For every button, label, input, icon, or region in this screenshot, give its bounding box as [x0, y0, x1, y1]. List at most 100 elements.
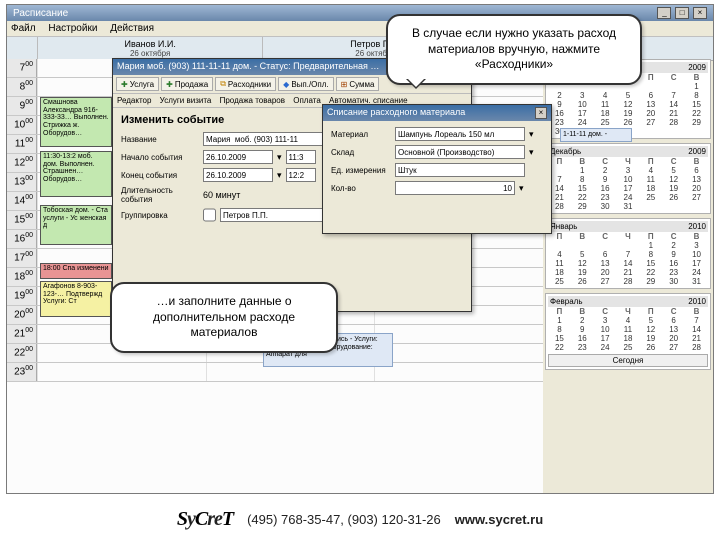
calendar-day[interactable]: 10 [685, 250, 708, 259]
schedule-cell[interactable] [37, 363, 206, 381]
appointment[interactable]: Смашнова Александра 916-333-33… Выполнен… [40, 97, 112, 147]
calendar-icon[interactable]: ▾ [277, 170, 282, 181]
calendar-day[interactable]: 2 [548, 91, 571, 100]
calendar-day[interactable]: 5 [662, 166, 685, 175]
calendar-day[interactable]: 3 [594, 316, 617, 325]
calendar-day[interactable]: 30 [662, 277, 685, 286]
calendar-day[interactable]: 17 [685, 259, 708, 268]
tb-summa[interactable]: ⊞Сумма [336, 77, 380, 91]
group-checkbox[interactable] [203, 208, 216, 222]
calendar-day[interactable]: 1 [639, 241, 662, 250]
calendar-day[interactable]: 31 [685, 277, 708, 286]
calendar-day[interactable]: 25 [617, 343, 640, 352]
calendar-day[interactable]: 10 [571, 100, 594, 109]
calendar-day[interactable]: 14 [685, 325, 708, 334]
dropdown-icon[interactable]: ▾ [529, 147, 534, 158]
calendar-day[interactable]: 28 [685, 343, 708, 352]
calendar-day[interactable]: 10 [617, 175, 640, 184]
calendar-day[interactable]: 15 [571, 184, 594, 193]
calendar-day[interactable]: 25 [594, 118, 617, 127]
calendar-day[interactable]: 3 [571, 91, 594, 100]
calendar-day[interactable]: 7 [617, 250, 640, 259]
appointment[interactable]: 11:30-13:2 моб. дом. Выполнен. Страшнен…… [40, 151, 112, 197]
calendar-day[interactable]: 26 [639, 343, 662, 352]
calendar-day[interactable]: 27 [639, 118, 662, 127]
schedule-cell[interactable] [374, 344, 543, 362]
calendar-day[interactable]: 12 [617, 100, 640, 109]
menu-settings[interactable]: Настройки [48, 23, 97, 34]
calendar-day[interactable]: 24 [571, 118, 594, 127]
calendar-day[interactable]: 12 [639, 325, 662, 334]
calendar-day[interactable]: 24 [594, 343, 617, 352]
appointment[interactable]: 18:00 Спа изменени [40, 263, 112, 279]
calendar-day[interactable]: 8 [571, 175, 594, 184]
calendar-day[interactable]: 14 [662, 100, 685, 109]
calendar-day[interactable]: 26 [617, 118, 640, 127]
calendar-day[interactable]: 2 [571, 316, 594, 325]
calendar-day[interactable]: 20 [639, 109, 662, 118]
calendar-day[interactable]: 16 [571, 334, 594, 343]
calendar-day[interactable]: 27 [662, 343, 685, 352]
calendar-day[interactable]: 24 [617, 193, 640, 202]
calendar-day[interactable]: 22 [571, 193, 594, 202]
end-date-input[interactable] [203, 168, 273, 182]
tab-uslugi[interactable]: Услуги визита [160, 96, 212, 105]
calendar-day[interactable]: 28 [617, 277, 640, 286]
calendar-day[interactable]: 12 [662, 175, 685, 184]
calendar-day[interactable]: 11 [548, 259, 571, 268]
calendar-day[interactable]: 11 [639, 175, 662, 184]
menu-actions[interactable]: Действия [110, 23, 154, 34]
calendar-day[interactable]: 19 [571, 268, 594, 277]
sklad-input[interactable] [395, 145, 525, 159]
tab-oplata[interactable]: Оплата [293, 96, 321, 105]
mat-input[interactable] [395, 127, 525, 141]
calendar-day[interactable]: 13 [594, 259, 617, 268]
calendar-day[interactable]: 21 [685, 334, 708, 343]
spinner-icon[interactable]: ▾ [519, 183, 524, 194]
calendar-day[interactable]: 3 [617, 166, 640, 175]
calendar-day[interactable]: 5 [639, 316, 662, 325]
calendar-day[interactable]: 28 [662, 118, 685, 127]
calendar-day[interactable]: 27 [594, 277, 617, 286]
schedule-cell[interactable] [374, 325, 543, 343]
calendar-day[interactable]: 23 [662, 268, 685, 277]
calendar-day[interactable]: 12 [571, 259, 594, 268]
calendar-day[interactable]: 4 [594, 91, 617, 100]
calendar-day[interactable]: 15 [548, 334, 571, 343]
calendar-day[interactable]: 10 [594, 325, 617, 334]
dropdown-icon[interactable]: ▾ [529, 129, 534, 140]
calendar-day[interactable]: 2 [662, 241, 685, 250]
calendar-day[interactable]: 25 [548, 277, 571, 286]
ed-input[interactable] [395, 163, 525, 177]
calendar-day[interactable]: 1 [548, 316, 571, 325]
calendar-day[interactable]: 9 [594, 175, 617, 184]
calendar-day[interactable]: 3 [685, 241, 708, 250]
calendar-day[interactable]: 27 [685, 193, 708, 202]
tb-prodazha[interactable]: ✚Продажа [161, 77, 213, 91]
calendar-day[interactable]: 15 [639, 259, 662, 268]
calendar-day[interactable]: 18 [617, 334, 640, 343]
tab-prodazha[interactable]: Продажа товаров [220, 96, 285, 105]
calendar-day[interactable]: 5 [617, 91, 640, 100]
calendar-day[interactable]: 6 [662, 316, 685, 325]
calendar-day[interactable]: 7 [662, 91, 685, 100]
calendar-icon[interactable]: ▾ [277, 152, 282, 163]
calendar-day[interactable]: 22 [548, 343, 571, 352]
appointment[interactable]: Тобоская дом. - Ста услуги - Ус женская … [40, 205, 112, 245]
calendar-day[interactable]: 29 [685, 118, 708, 127]
calendar-day[interactable]: 22 [685, 109, 708, 118]
calendar-day[interactable]: 16 [662, 259, 685, 268]
tb-vyp[interactable]: ◆Вып./Опл. [278, 77, 333, 91]
start-date-input[interactable] [203, 150, 273, 164]
calendar-day[interactable]: 20 [662, 334, 685, 343]
calendar-day[interactable]: 4 [617, 316, 640, 325]
calendar-day[interactable]: 19 [639, 334, 662, 343]
calendar-day[interactable]: 23 [594, 193, 617, 202]
calendar-day[interactable]: 24 [685, 268, 708, 277]
schedule-cell[interactable] [374, 363, 543, 381]
calendar-day[interactable]: 23 [571, 343, 594, 352]
calendar-day[interactable]: 18 [594, 109, 617, 118]
calendar-day[interactable]: 22 [639, 268, 662, 277]
calendar-day[interactable]: 26 [571, 277, 594, 286]
calendar-day[interactable]: 8 [685, 91, 708, 100]
